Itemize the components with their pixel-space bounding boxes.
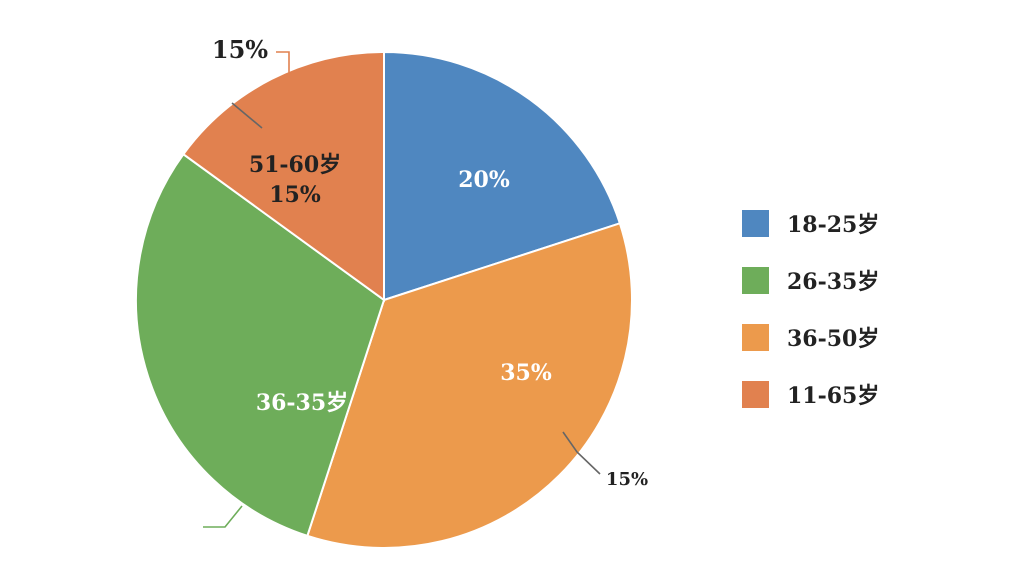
- legend-label: 26-35岁: [787, 269, 880, 295]
- legend-item-18-25: 18-25岁: [742, 208, 879, 238]
- slice-label-3: 36-35岁: [256, 390, 348, 416]
- slice-label-4: 51-60岁 15%: [249, 152, 341, 208]
- legend: 18-25岁 26-35岁 36-50岁 11-65岁: [742, 208, 879, 409]
- callout-line-1: [276, 51, 290, 78]
- legend-label: 11-65岁: [787, 383, 880, 409]
- callout-label-2: 15%: [606, 469, 648, 490]
- legend-item-36-50: 36-50岁: [742, 322, 879, 352]
- callout-line-2: [231, 102, 263, 129]
- slice-label-1: 20%: [458, 167, 510, 193]
- legend-swatch: [742, 380, 769, 408]
- legend-swatch: [742, 323, 769, 351]
- slice-label-2: 35%: [500, 360, 552, 386]
- pie-slice-2: [306, 222, 633, 549]
- legend-swatch: [742, 266, 769, 294]
- callout-label-1: 15%: [212, 35, 268, 64]
- legend-item-26-35: 26-35岁: [742, 265, 879, 295]
- legend-item-11-65: 11-65岁: [742, 379, 879, 409]
- pie-slice-4: [181, 50, 385, 302]
- legend-label: 36-50岁: [787, 326, 880, 352]
- legend-label: 18-25岁: [787, 212, 880, 238]
- callout-line-3: [562, 431, 601, 475]
- legend-swatch: [742, 209, 769, 237]
- pie-slice-3: [134, 152, 386, 538]
- pie-slice-1: [383, 50, 622, 302]
- callout-line-4: [203, 505, 243, 528]
